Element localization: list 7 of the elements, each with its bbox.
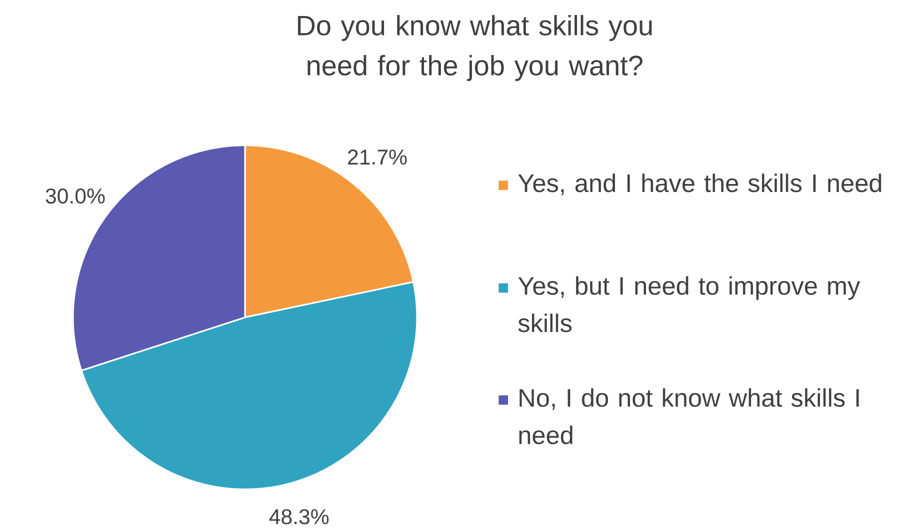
legend-label: No, I do not know what skills I need — [519, 388, 859, 444]
data-label: 30.0% — [46, 188, 105, 204]
data-label: 48.3% — [269, 509, 329, 524]
legend-label: Yes, and I have the skills I need — [518, 174, 882, 196]
legend-label: Yes, but I need to improve my skills — [518, 276, 860, 332]
data-label: 21.7% — [348, 150, 407, 165]
chart-title: Do you know what skills you need for the job you want? — [298, 15, 652, 82]
